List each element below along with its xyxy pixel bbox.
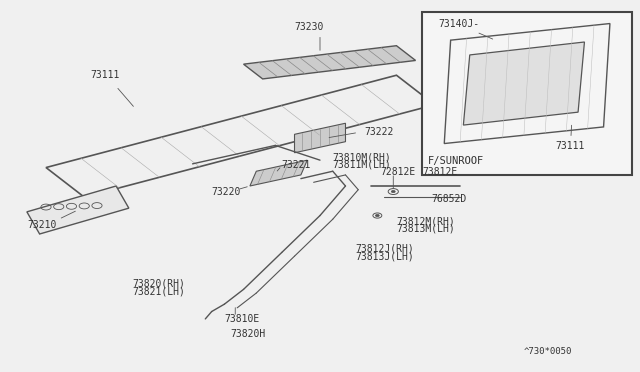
Text: 73821(LH): 73821(LH): [132, 286, 185, 296]
Text: F/SUNROOF: F/SUNROOF: [428, 156, 484, 166]
Polygon shape: [244, 46, 415, 79]
Text: 73812E: 73812E: [422, 167, 457, 177]
FancyBboxPatch shape: [422, 13, 632, 175]
Polygon shape: [250, 160, 307, 186]
Text: 73813J(LH): 73813J(LH): [355, 251, 414, 261]
Polygon shape: [294, 123, 346, 153]
Text: 76852D: 76852D: [431, 194, 467, 204]
Polygon shape: [27, 186, 129, 234]
Text: 73813M(LH): 73813M(LH): [396, 224, 455, 234]
Text: 73810M(RH): 73810M(RH): [333, 152, 392, 162]
Text: 73812M(RH): 73812M(RH): [396, 216, 455, 226]
Text: 73811M(LH): 73811M(LH): [333, 160, 392, 170]
Text: 73810E: 73810E: [225, 314, 260, 324]
Text: 73210: 73210: [27, 220, 56, 230]
Text: 73820(RH): 73820(RH): [132, 279, 185, 289]
Text: 72812E: 72812E: [381, 167, 416, 177]
Text: 73230: 73230: [294, 22, 324, 32]
Polygon shape: [463, 42, 584, 125]
Text: ^730*0050: ^730*0050: [524, 347, 572, 356]
Circle shape: [376, 214, 380, 217]
Text: 73111: 73111: [556, 125, 585, 151]
Text: 73140J-: 73140J-: [438, 19, 493, 39]
Circle shape: [392, 190, 395, 193]
Text: 73111: 73111: [91, 70, 120, 80]
Text: 73820H: 73820H: [231, 329, 266, 339]
Text: 73222: 73222: [365, 127, 394, 137]
Text: 73812J(RH): 73812J(RH): [355, 244, 414, 254]
Text: 73221: 73221: [282, 160, 311, 170]
Text: 73220: 73220: [212, 186, 241, 196]
